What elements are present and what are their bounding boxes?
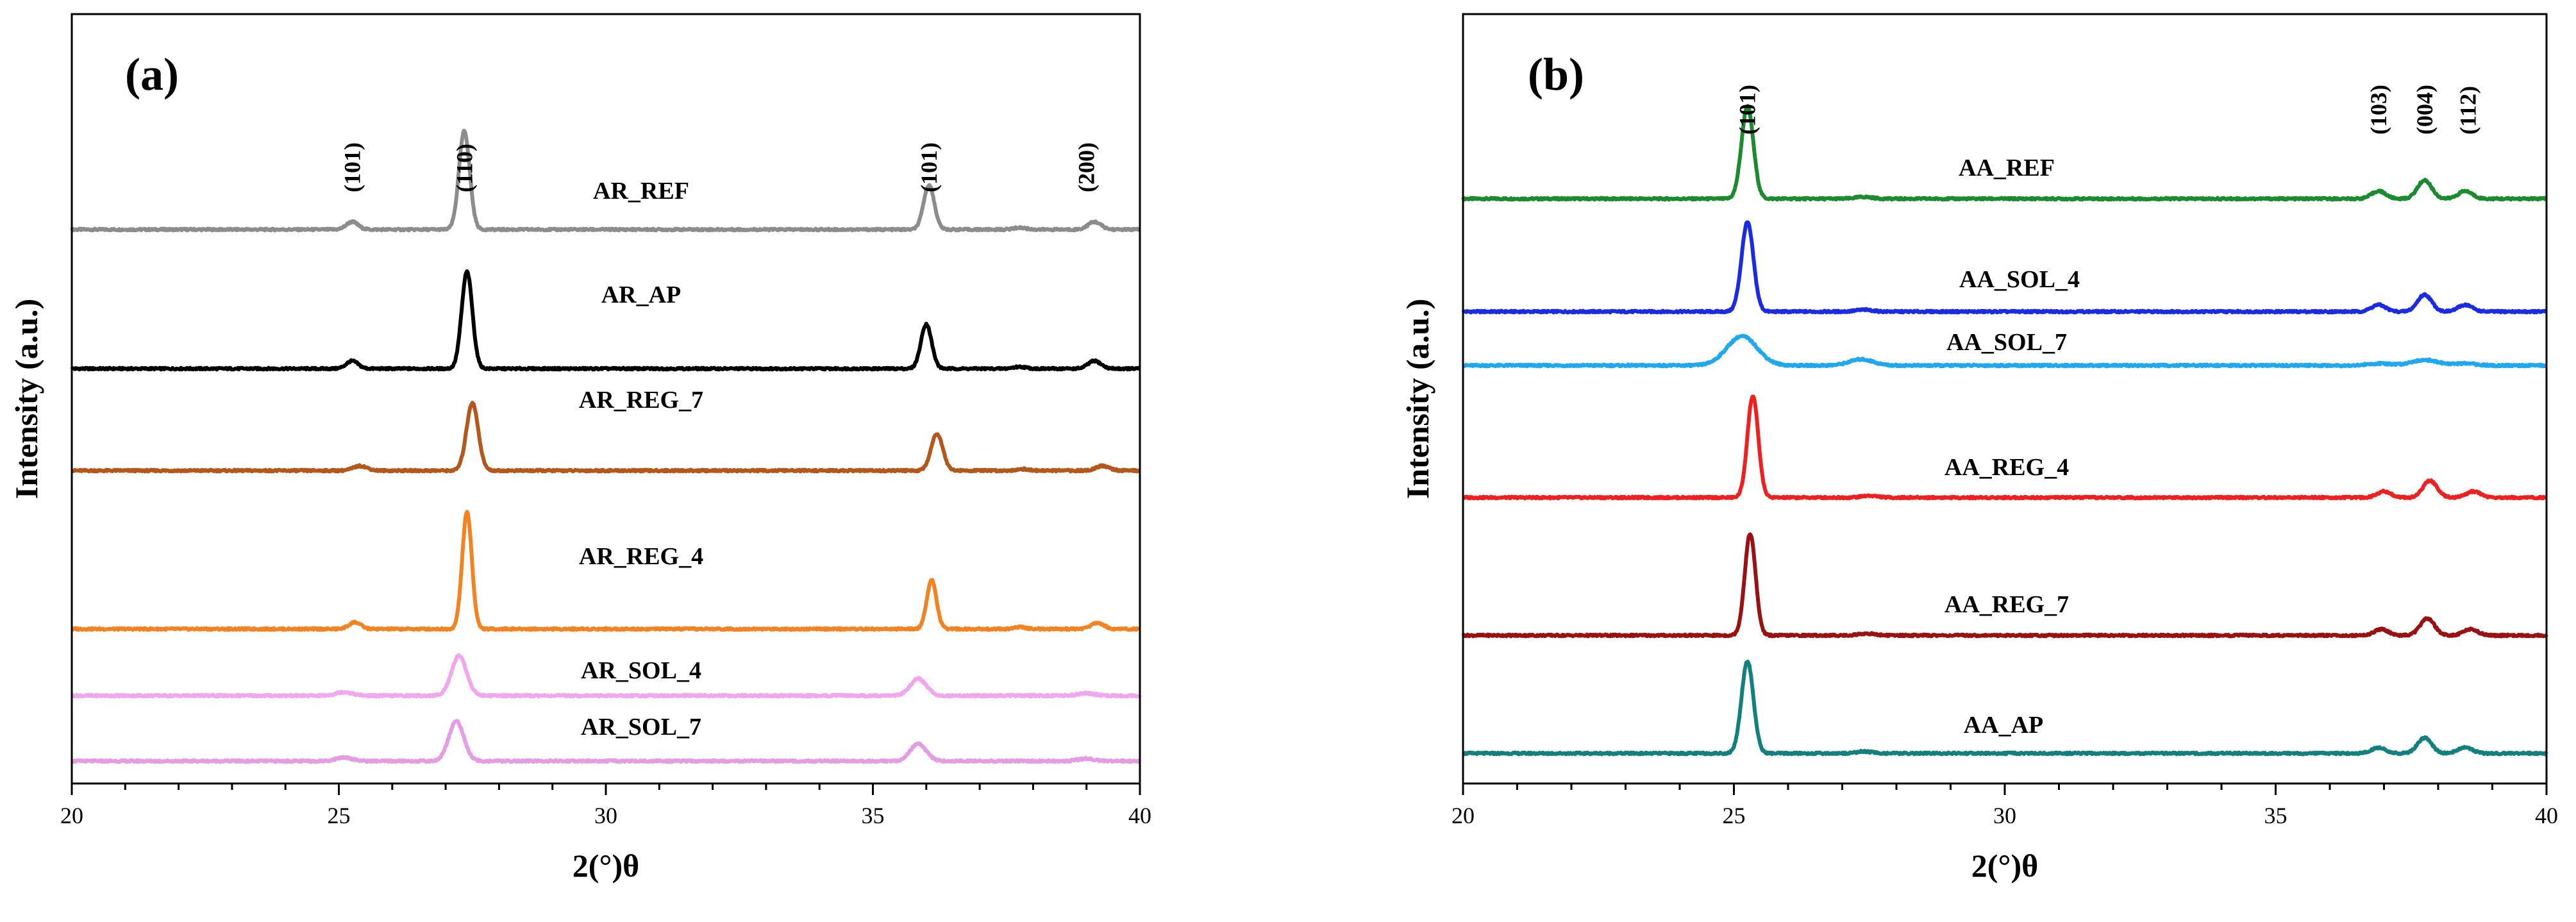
series-label: AR_REF [593, 178, 689, 205]
peak-label: (200) [1074, 142, 1100, 192]
series-label: AR_REG_7 [579, 387, 703, 414]
x-tick-label: 20 [60, 803, 83, 828]
series-label: AA_SOL_7 [1946, 329, 2067, 356]
series-line-ar-sol-4 [70, 653, 1142, 699]
series-line-ar-reg-7 [71, 401, 1141, 474]
series-label: AR_AP [601, 281, 682, 308]
series-line-ar-ap [70, 269, 1141, 372]
x-tick-label: 25 [1723, 803, 1746, 828]
x-tick-label: 30 [1993, 803, 2016, 828]
peak-label: (101) [339, 142, 365, 192]
x-axis-title: 2(°)θ [573, 848, 639, 884]
panel-label: (b) [1528, 49, 1584, 100]
x-axis-title: 2(°)θ [1971, 848, 2038, 884]
series-line-ar-sol-7 [71, 719, 1142, 764]
series-label: AA_REG_4 [1945, 454, 2069, 481]
series-label: AA_SOL_4 [1959, 266, 2080, 293]
y-axis-title: Intensity (a.u.) [8, 299, 44, 499]
x-tick-label: 40 [2535, 803, 2558, 828]
series-label: AA_AP [1964, 712, 2044, 739]
peak-label: (004) [2412, 85, 2438, 135]
series-line-aa-reg-4 [1462, 394, 2548, 501]
series-label: AR_REG_4 [579, 543, 703, 570]
series-line-aa-sol-7 [1462, 333, 2548, 369]
peak-label: (110) [451, 144, 477, 192]
series-line-ar-ref [70, 128, 1141, 233]
series-label: AR_SOL_7 [581, 714, 701, 741]
series-line-aa-reg-7 [1461, 532, 2548, 639]
peak-label: (112) [2455, 86, 2480, 135]
y-axis-title: Intensity (a.u.) [1400, 299, 1435, 499]
series-line-ar-reg-4 [71, 510, 1141, 632]
chart-panel-b: AA_REF AA_SOL_4 AA_SOL_7 AA_REG_4 AA_REG_7 AA… [1400, 13, 2558, 884]
series-label: AR_SOL_4 [581, 657, 701, 684]
series-line-aa-ref [1461, 104, 2548, 202]
peak-label: (103) [2366, 85, 2391, 135]
x-tick-label: 35 [862, 803, 885, 828]
chart-panel-a: AR_REF AR_AP AR_REG_7 AR_REG_4 AR_SOL_4 AR_SO… [8, 13, 1151, 884]
x-tick-label: 35 [2264, 803, 2287, 828]
series-line-aa-ap [1462, 659, 2548, 757]
x-tick-label: 30 [594, 803, 617, 828]
x-tick-label: 20 [1451, 803, 1475, 828]
series-label: AA_REF [1959, 155, 2055, 181]
peak-label: (101) [1735, 85, 1761, 135]
x-tick-label: 40 [1128, 803, 1151, 828]
series-label: AA_REG_7 [1945, 591, 2069, 618]
series-line-aa-sol-4 [1461, 220, 2548, 315]
peak-label: (101) [916, 142, 942, 192]
panel-label: (a) [125, 49, 179, 100]
x-tick-label: 25 [328, 803, 351, 828]
